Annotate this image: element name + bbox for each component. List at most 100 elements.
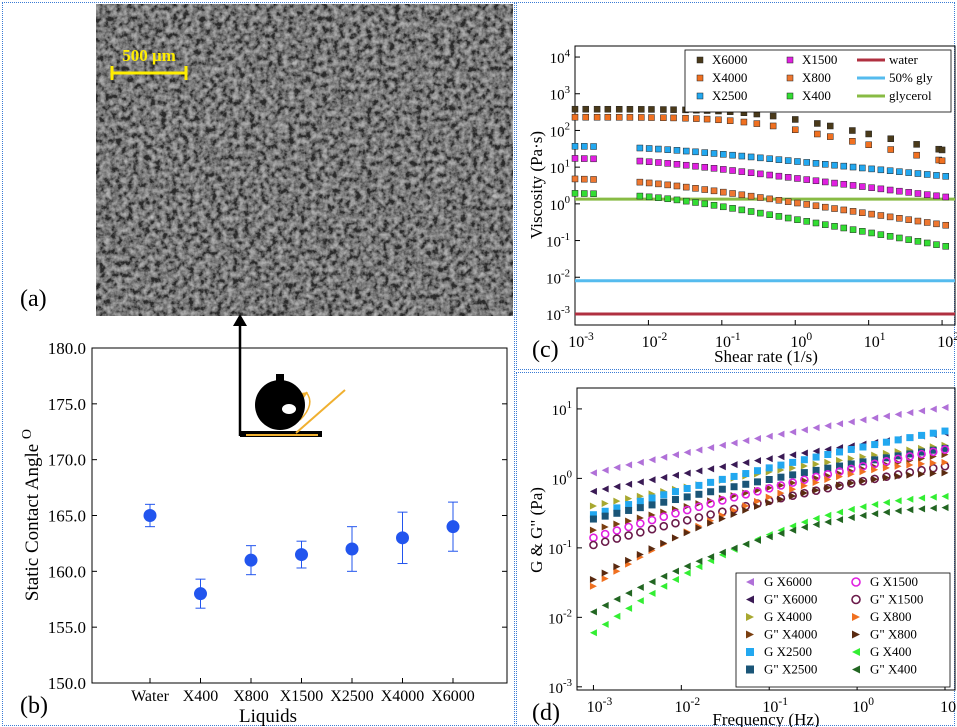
- x-tick-label: 100: [790, 331, 812, 351]
- data-point: [746, 665, 754, 674]
- panel-d-label: (d): [532, 700, 560, 726]
- data-point: [625, 604, 633, 612]
- data-point: [601, 507, 609, 515]
- y-axis-label: G & G" (Pa): [527, 487, 546, 573]
- data-point: [636, 527, 645, 537]
- data-point: [789, 479, 797, 487]
- data-point: [800, 489, 808, 497]
- data-point: [692, 148, 699, 156]
- data-point: [753, 457, 761, 465]
- data-point: [803, 176, 810, 183]
- data-point: [718, 496, 727, 505]
- data-point: [836, 456, 844, 464]
- data-point: [789, 458, 797, 466]
- x-tick-label: 10-2: [675, 696, 701, 716]
- data-point: [822, 161, 829, 168]
- data-point: [720, 166, 727, 173]
- data-point: [625, 461, 633, 469]
- data-point: [757, 194, 764, 201]
- plot-frame: [574, 45, 956, 326]
- data-point: [941, 458, 949, 466]
- data-point: [683, 469, 691, 477]
- data-point: [836, 448, 844, 456]
- data-point: [800, 518, 808, 526]
- data-point: [789, 428, 797, 436]
- legend-label: X1500: [802, 52, 837, 67]
- data-point: [715, 116, 722, 124]
- data-point: [859, 458, 867, 466]
- data-point: [766, 155, 773, 163]
- data-point: [636, 144, 644, 152]
- data-point: [590, 155, 597, 163]
- data-point: [812, 521, 820, 529]
- data-point: [571, 175, 579, 183]
- data-point: [636, 478, 644, 486]
- data-point: [800, 482, 808, 490]
- data-point: [638, 114, 645, 121]
- data-point: [753, 497, 761, 505]
- data-point: [706, 499, 715, 508]
- y-tick-label: 100: [550, 194, 570, 214]
- data-point: [784, 174, 792, 181]
- data-point: [582, 105, 589, 113]
- data-point: [625, 589, 633, 597]
- data-point: [695, 563, 703, 571]
- data-point: [766, 171, 773, 179]
- data-point: [929, 429, 937, 437]
- data-point: [295, 548, 308, 562]
- y-tick-label: 102: [550, 121, 570, 141]
- data-point: [859, 477, 867, 485]
- data-point: [648, 589, 656, 597]
- inset-droplet-top: [276, 374, 284, 382]
- data-point: [742, 502, 750, 510]
- data-point: [682, 183, 690, 191]
- data-point: [894, 472, 902, 480]
- inset-angle-arc: [299, 391, 311, 421]
- data-point: [859, 443, 867, 451]
- inset-tangent-line: [295, 389, 346, 434]
- data-point: [859, 468, 867, 476]
- data-point: [671, 471, 679, 479]
- data-point: [730, 461, 738, 469]
- data-point: [794, 199, 801, 207]
- data-point: [928, 447, 938, 457]
- data-point: [742, 459, 750, 467]
- data-point: [824, 518, 832, 526]
- data-point: [929, 504, 937, 512]
- data-point: [636, 597, 644, 605]
- data-point: [742, 480, 750, 488]
- data-point: [707, 553, 715, 561]
- data-point: [887, 146, 895, 153]
- data-point: [824, 484, 832, 492]
- data-point: [824, 511, 832, 519]
- data-point: [868, 210, 875, 218]
- data-point: [933, 241, 940, 248]
- legend-marker: [696, 56, 704, 64]
- data-point: [647, 515, 657, 525]
- data-point: [849, 208, 857, 215]
- legend-label: G" X4000: [764, 627, 817, 642]
- data-point: [742, 540, 750, 548]
- data-point: [933, 172, 940, 179]
- data-point: [746, 630, 754, 639]
- data-point: [613, 504, 621, 512]
- data-point: [746, 595, 754, 604]
- data-point: [571, 105, 579, 113]
- data-point: [718, 485, 726, 493]
- legend-label: X400: [802, 88, 831, 103]
- data-point: [824, 422, 832, 430]
- data-point: [882, 412, 890, 420]
- data-point: [664, 195, 671, 203]
- data-point: [886, 186, 894, 194]
- data-point: [800, 475, 809, 485]
- data-point: [648, 476, 656, 484]
- data-point: [194, 587, 207, 601]
- data-point: [827, 122, 834, 130]
- data-point: [645, 145, 653, 152]
- data-point: [764, 484, 774, 493]
- data-point: [683, 569, 691, 577]
- legend-box: [735, 572, 951, 688]
- data-point: [918, 460, 926, 468]
- data-point: [849, 138, 856, 145]
